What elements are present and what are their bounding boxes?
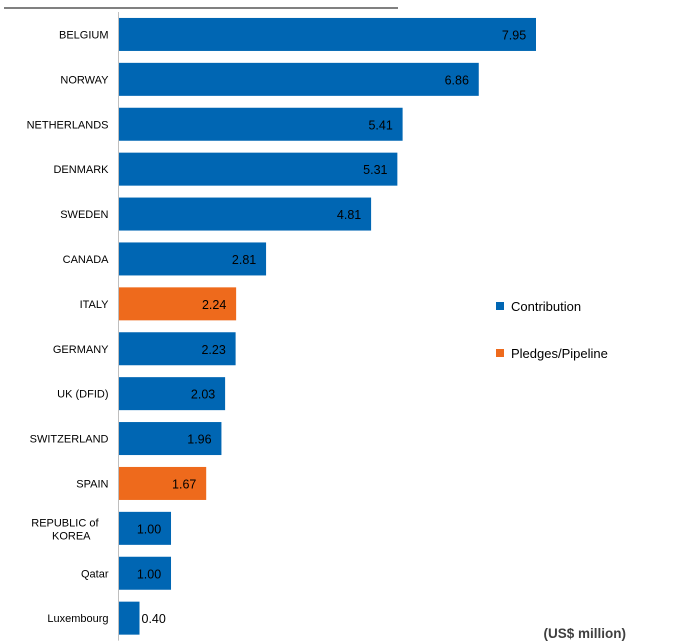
value-label-luxembourg: 0.40: [142, 612, 166, 626]
bar-italy: [118, 287, 237, 321]
value-label-switzerland: 1.96: [187, 433, 211, 447]
bar-denmark: [118, 152, 398, 186]
category-label-qatar: Qatar: [81, 568, 109, 580]
value-label-republic-of-korea: 1.00: [137, 522, 161, 536]
unit-note: (US$ million): [543, 626, 626, 641]
category-label-spain: SPAIN: [76, 478, 108, 490]
legend-swatch-pledges-pipeline: [496, 349, 504, 357]
category-label-italy: ITALY: [80, 299, 110, 311]
category-label-uk-dfid: UK (DFID): [57, 389, 108, 401]
bar-canada: [118, 242, 267, 276]
value-label-norway: 6.86: [445, 73, 469, 87]
category-label-netherlands: NETHERLANDS: [27, 119, 109, 131]
value-label-germany: 2.23: [201, 343, 225, 357]
value-label-sweden: 4.81: [337, 208, 361, 222]
category-label-norway: NORWAY: [60, 74, 109, 86]
bar-spain: [118, 466, 207, 500]
legend-label-pledges-pipeline: Pledges/Pipeline: [511, 346, 608, 361]
bar-norway: [118, 62, 479, 96]
bar-germany: [118, 332, 236, 366]
bar-belgium: [118, 17, 536, 51]
bar-switzerland: [118, 422, 222, 456]
legend-swatch-contribution: [496, 302, 504, 310]
value-label-netherlands: 5.41: [368, 118, 392, 132]
bar-luxembourg: [118, 601, 140, 635]
bar-qatar: [118, 556, 172, 590]
category-label-switzerland: SWITZERLAND: [30, 434, 109, 446]
value-label-italy: 2.24: [202, 298, 226, 312]
category-label-germany: GERMANY: [53, 344, 109, 356]
value-label-denmark: 5.31: [363, 163, 387, 177]
value-label-qatar: 1.00: [137, 567, 161, 581]
category-label-canada: CANADA: [63, 254, 110, 266]
value-label-spain: 1.67: [172, 477, 196, 491]
category-label-belgium: BELGIUM: [59, 29, 109, 41]
bar-republic-of-korea: [118, 511, 172, 545]
value-label-uk-dfid: 2.03: [191, 388, 215, 402]
bar-sweden: [118, 197, 372, 231]
category-label-sweden: SWEDEN: [60, 209, 108, 221]
value-label-canada: 2.81: [232, 253, 256, 267]
legend-label-contribution: Contribution: [511, 299, 581, 314]
value-label-belgium: 7.95: [502, 28, 526, 42]
bar-uk-dfid: [118, 377, 226, 411]
category-label-luxembourg: Luxembourg: [47, 613, 108, 625]
bar-netherlands: [118, 107, 403, 141]
category-label-republic-of-korea: REPUBLIC of KOREA: [31, 517, 99, 542]
category-label-denmark: DENMARK: [53, 164, 109, 176]
